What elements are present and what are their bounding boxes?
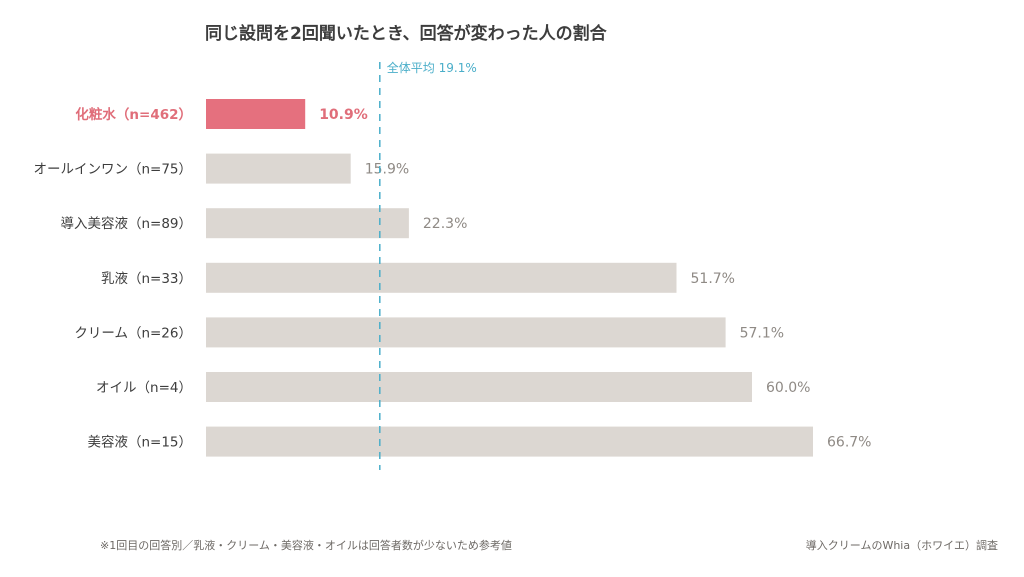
bar-3 <box>206 262 677 293</box>
bar-2 <box>206 208 409 239</box>
average-reference-label: 全体平均 19.1% <box>387 60 477 75</box>
bar-0 <box>206 99 306 129</box>
bar-5 <box>206 372 752 402</box>
category-label-6: 美容液（n=15） <box>87 434 192 451</box>
category-label-3: 乳液（n=33） <box>101 271 192 287</box>
bar-6 <box>206 426 813 457</box>
category-label-5: オイル（n=4） <box>96 380 192 396</box>
chart-title: 同じ設問を2回聞いたとき、回答が変わった人の割合 <box>205 23 608 44</box>
reference-layer: 全体平均 19.1% <box>379 60 477 470</box>
value-label-1: 15.9% <box>365 162 409 178</box>
value-label-4: 57.1% <box>740 325 784 341</box>
bar-4 <box>206 317 726 348</box>
category-label-0: 化粧水（n=462） <box>75 106 192 123</box>
footnote: ※1回目の回答別／乳液・クリーム・美容液・オイルは回答者数が少ないため参考値 <box>100 538 512 552</box>
value-label-0: 10.9% <box>319 107 368 123</box>
source-note: 導入クリームのWhia（ホワイエ）調査 <box>806 538 998 552</box>
category-label-1: オールインワン（n=75） <box>33 162 192 178</box>
category-label-4: クリーム（n=26） <box>74 325 192 341</box>
value-label-2: 22.3% <box>423 216 467 232</box>
category-label-2: 導入美容液（n=89） <box>60 215 192 232</box>
bar-1 <box>206 153 351 184</box>
bars-layer: 化粧水（n=462） 10.9% オールインワン（n=75） 15.9% 導入美容液（n… <box>33 99 871 457</box>
value-label-6: 66.7% <box>827 435 871 451</box>
value-label-3: 51.7% <box>691 271 735 287</box>
value-label-5: 60.0% <box>766 380 810 396</box>
